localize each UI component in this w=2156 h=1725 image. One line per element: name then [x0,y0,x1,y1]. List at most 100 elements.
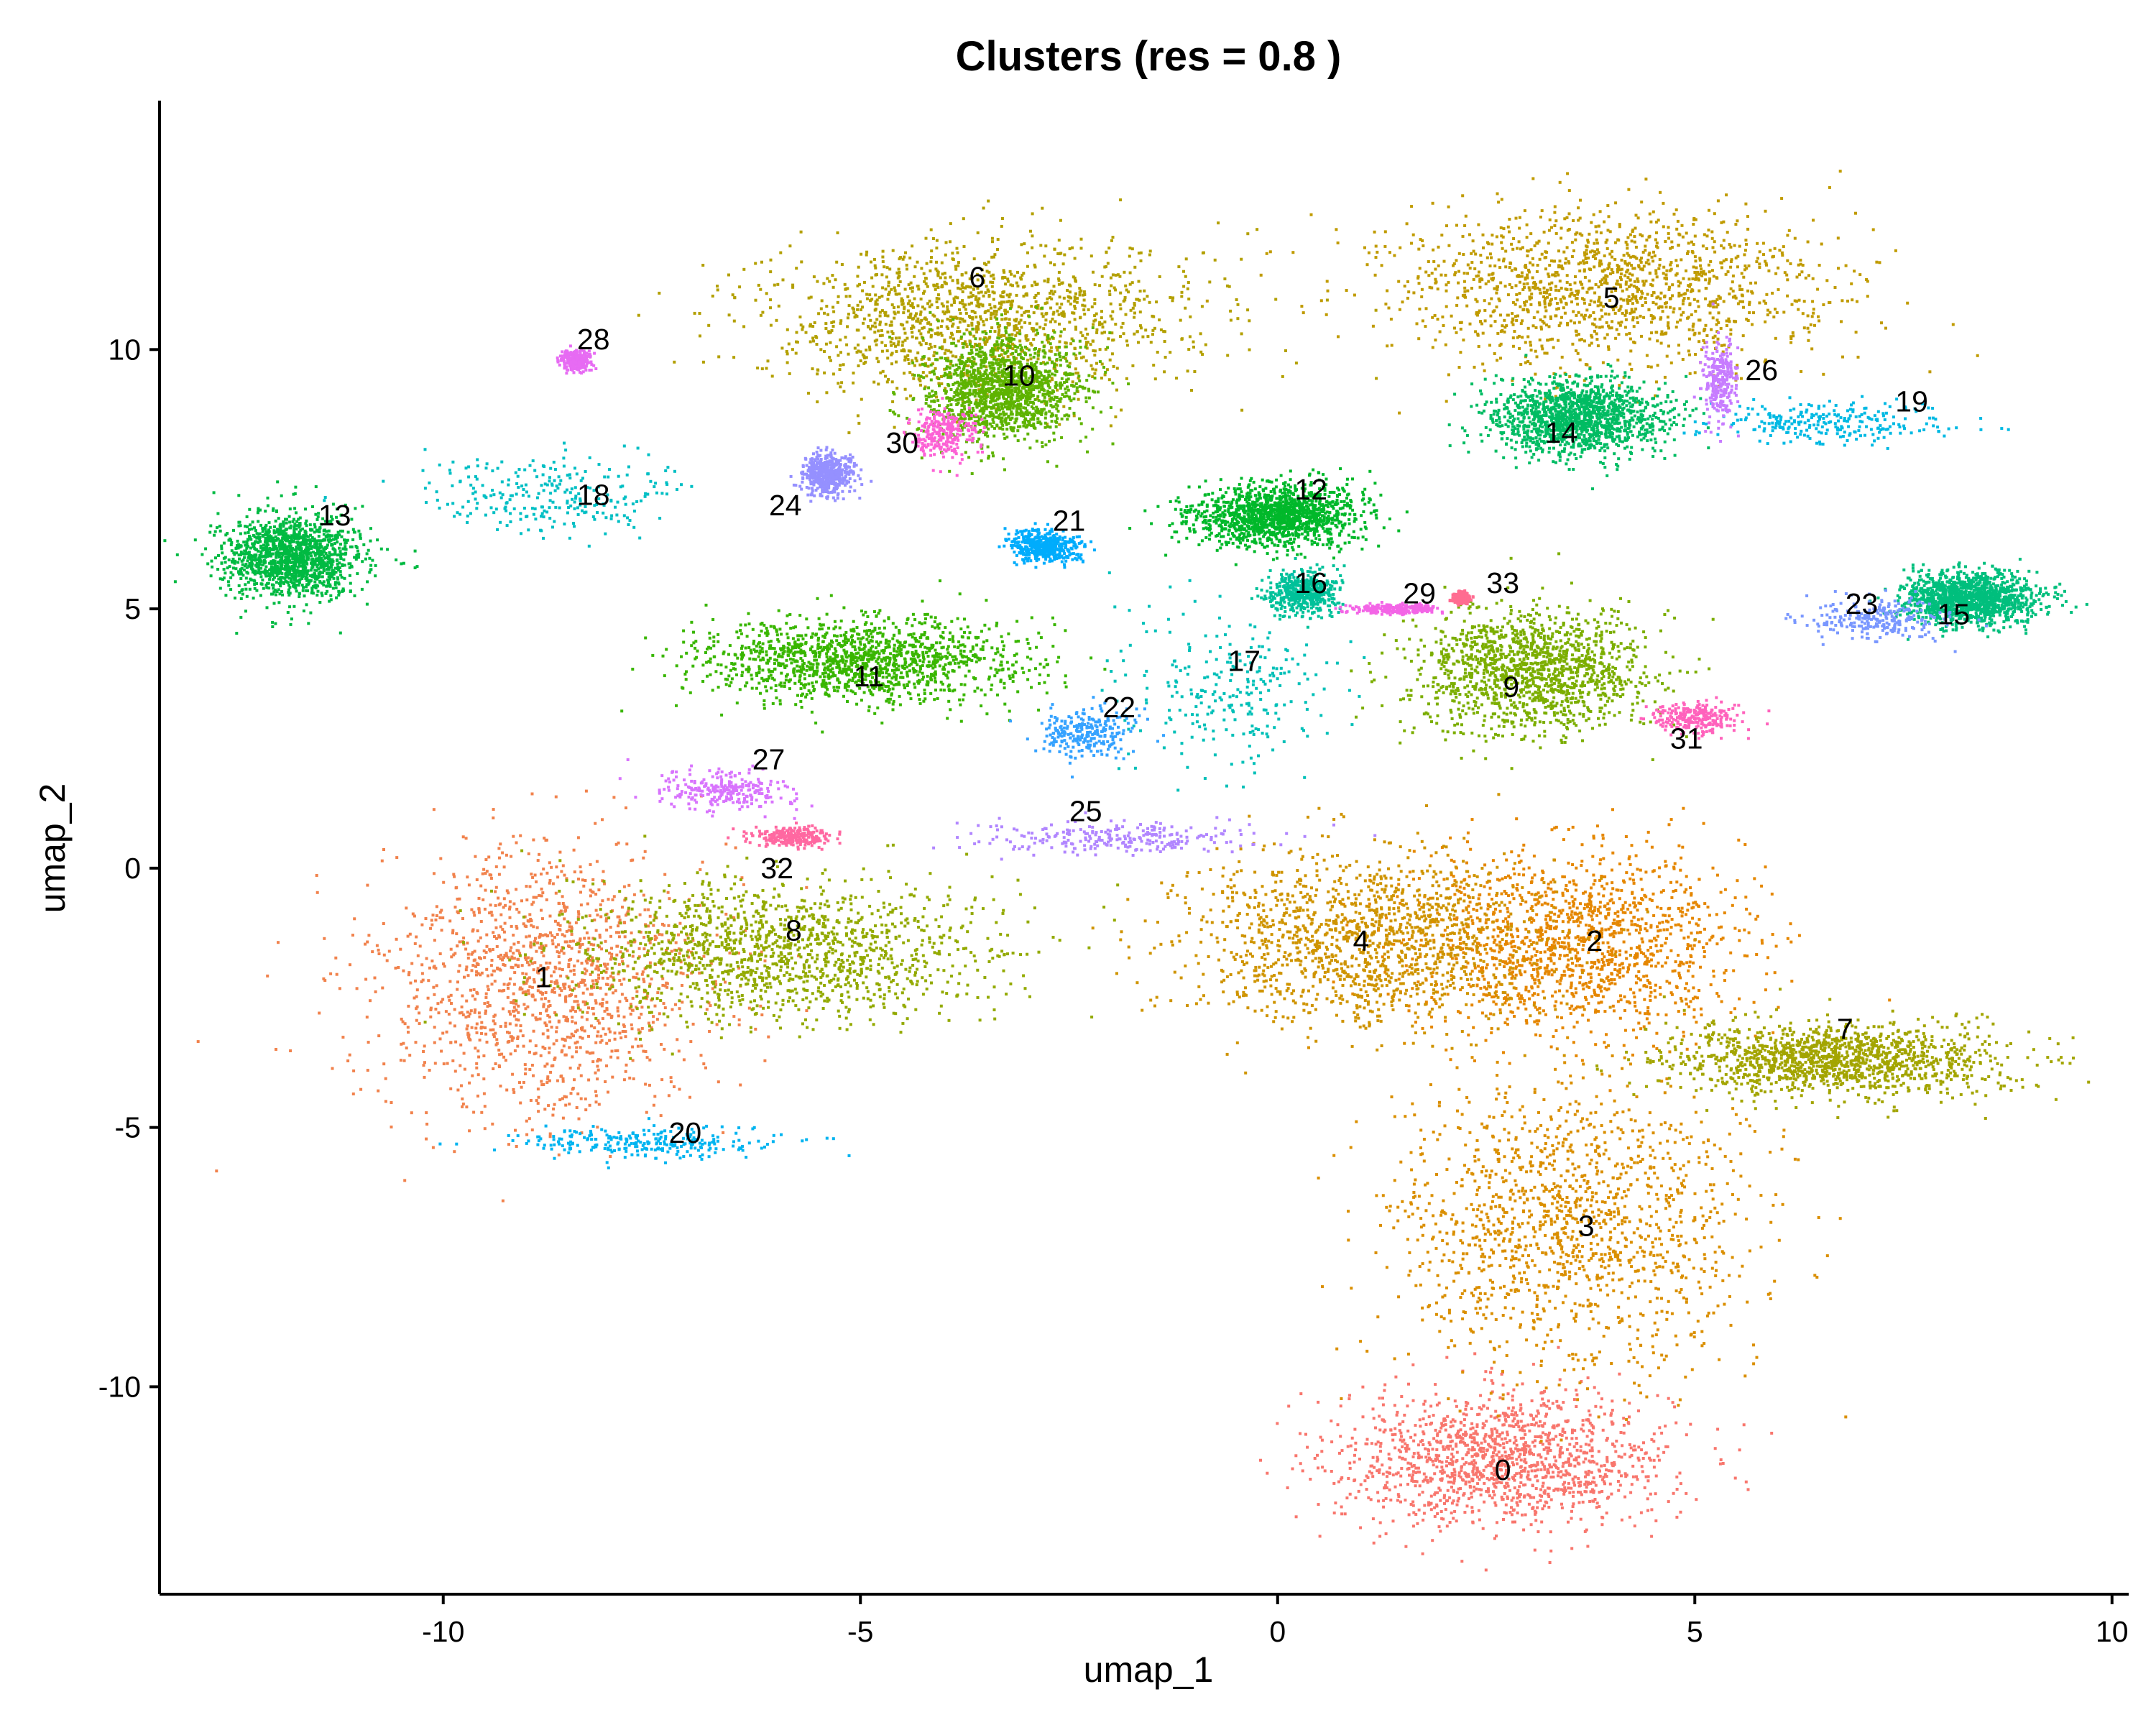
cell-point [1672,1169,1675,1172]
cell-point [563,917,566,921]
cell-point [1604,1045,1608,1049]
cell-point [609,926,612,929]
cell-point [517,1011,520,1014]
cell-point [1482,1474,1485,1478]
cell-point [1632,991,1636,995]
cell-point [1480,1407,1483,1411]
cell-point [1465,861,1468,865]
cell-point [1723,1302,1726,1306]
cell-point [1766,956,1769,960]
cell-point [1630,844,1634,847]
cell-point [1498,1396,1502,1399]
cell-point [1470,818,1474,822]
cell-point [1600,965,1604,968]
cell-point [1613,1227,1616,1230]
cell-point [579,944,582,947]
cell-point [434,967,438,970]
cell-point [1470,947,1473,951]
cell-point [1461,1317,1465,1320]
cell-point [1457,1435,1460,1439]
cell-point [1524,970,1526,974]
cell-point [1591,855,1595,858]
cell-point [1460,1436,1463,1440]
cell-point [1450,1453,1454,1456]
cell-point [1353,1460,1356,1464]
cell-point [1496,1430,1498,1434]
cell-point [1504,1468,1508,1472]
cell-point [1539,951,1542,954]
cell-point [1505,1471,1508,1474]
cell-point [648,1029,652,1032]
cell-point [1568,1452,1572,1455]
cell-point [1552,1167,1556,1171]
cell-point [1557,1471,1560,1474]
cell-point [1611,1409,1614,1412]
cell-point [576,1000,579,1003]
cell-point [1621,911,1625,914]
cell-point [1526,1473,1530,1477]
cell-point [1519,859,1523,862]
cell-point [1526,1423,1530,1427]
cell-point [1665,928,1669,932]
cell-point [1486,1463,1490,1467]
cell-point [1575,1254,1579,1258]
cell-point [1400,1435,1403,1438]
cell-point [584,983,587,987]
cell-point [1520,1470,1524,1473]
cell-point [546,1035,550,1039]
cell-point [1631,873,1634,876]
cell-point [1437,1104,1441,1108]
cell-point [1641,1313,1645,1317]
cell-point [644,1050,648,1053]
cell-point [1574,888,1577,892]
cell-point [1705,1314,1709,1317]
cell-point [1616,1126,1620,1130]
cell-point [1534,1230,1537,1233]
cell-point [1639,951,1643,954]
cell-point [1400,1467,1404,1470]
cell-point [1442,878,1446,881]
cell-point [1434,1002,1438,1006]
cell-point [1534,1487,1538,1490]
cell-point [1680,856,1683,860]
cell-point [1519,1448,1522,1452]
cell-point [1462,1432,1465,1436]
cell-point [1666,1445,1669,1448]
cell-point [565,877,568,880]
cell-point [625,949,629,952]
cell-point [1592,1499,1595,1503]
cell-point [601,1017,604,1021]
cell-point [1570,913,1573,916]
cell-point [1516,960,1519,964]
cell-point [544,944,548,947]
cell-point [1575,1442,1579,1445]
cell-point [1528,1465,1531,1468]
cell-point [572,939,575,943]
cell-point [1519,1476,1523,1479]
cell-point [644,1082,648,1086]
cell-point [1448,1476,1452,1479]
cell-point [408,1054,412,1057]
cell-point [1733,1476,1737,1480]
cell-point [535,896,538,899]
cell-point [1466,932,1469,935]
cell-point [469,1012,471,1016]
cell-point [555,1039,558,1042]
cell-point [1489,1233,1493,1236]
cell-point [1490,1169,1493,1173]
cell-point [531,1013,535,1017]
cell-point [650,978,653,981]
cell-point [441,998,445,1001]
cell-point [568,1103,571,1106]
cell-point [1478,952,1482,956]
cell-point [1639,1011,1641,1015]
cell-point [1544,1142,1547,1145]
cell-point [1534,1475,1537,1478]
cell-point [1502,1051,1505,1054]
cell-point [1486,1215,1490,1219]
cell-point [1514,1423,1518,1427]
cell-point [364,978,368,981]
cell-point [1543,1340,1547,1344]
cell-point [540,1080,543,1083]
cell-point [1494,985,1498,989]
